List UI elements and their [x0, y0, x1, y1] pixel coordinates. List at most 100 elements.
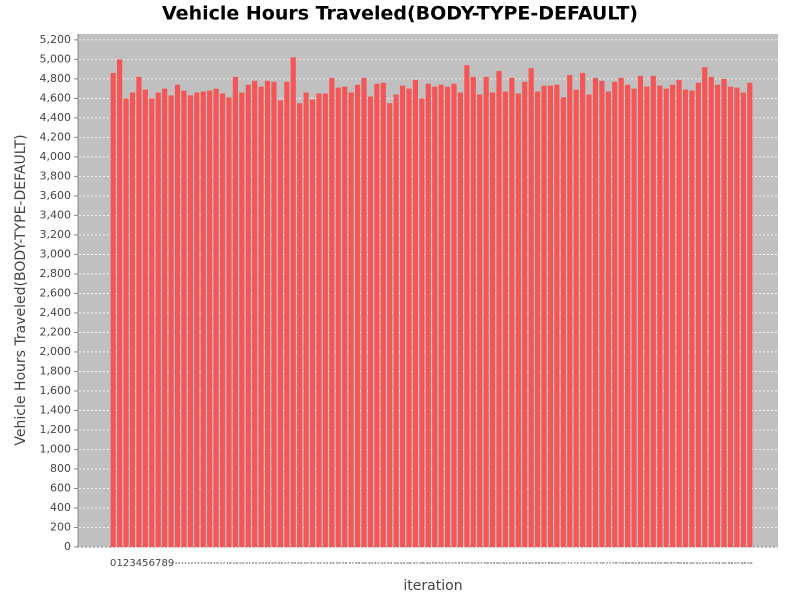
- bar: [618, 77, 624, 548]
- x-tick-label: 50: [432, 561, 438, 565]
- x-tick-label: 37: [348, 561, 354, 565]
- bar: [650, 75, 656, 548]
- bar: [174, 84, 181, 547]
- x-tick-label: 70: [560, 561, 566, 565]
- bar: [445, 86, 451, 547]
- x-tick-label: 13: [194, 561, 200, 565]
- x-tick-label: 45: [400, 561, 406, 565]
- bar: [277, 100, 283, 547]
- x-tick-label: 34: [329, 561, 335, 565]
- x-tick-label: 9: [168, 558, 174, 569]
- y-tick-label: 400: [50, 501, 71, 514]
- bar: [612, 81, 618, 547]
- bar: [535, 91, 541, 548]
- bar: [187, 95, 193, 547]
- x-tick-label: 61: [503, 561, 509, 565]
- x-tick-label: 6: [149, 558, 155, 569]
- x-tick-label: 63: [515, 561, 521, 565]
- x-tick-label: 52: [445, 561, 451, 565]
- y-tick-label: 3,600: [40, 189, 72, 202]
- bar: [477, 94, 483, 547]
- bar: [502, 91, 509, 548]
- x-tick-label: 86: [663, 561, 669, 565]
- y-tick-label: 4,800: [40, 72, 72, 85]
- bar: [625, 84, 631, 547]
- x-tick-label: 60: [496, 561, 502, 565]
- x-tick-label: 24: [265, 561, 271, 565]
- x-tick-label: 87: [670, 561, 676, 565]
- bar: [682, 89, 689, 548]
- bar: [129, 92, 136, 547]
- x-tick-label: 49: [425, 561, 431, 565]
- x-tick-label: 35: [335, 561, 341, 565]
- bar: [451, 83, 457, 548]
- bar: [162, 88, 168, 547]
- bar: [136, 76, 142, 548]
- bar: [258, 86, 264, 547]
- y-tick-label: 1,200: [40, 423, 72, 436]
- x-tick-label: 64: [522, 561, 528, 565]
- x-tick-label: 96: [728, 561, 734, 565]
- bar: [727, 86, 734, 547]
- x-tick-label: 3: [129, 558, 135, 569]
- bar: [689, 90, 695, 548]
- bar: [380, 82, 386, 548]
- bar: [599, 80, 605, 547]
- bar: [605, 91, 611, 548]
- x-tick-label: 62: [509, 561, 515, 565]
- bar: [271, 81, 277, 547]
- x-tick-label: 41: [374, 561, 380, 565]
- x-tick-label: 26: [278, 561, 284, 565]
- y-tick-label: 3,800: [40, 169, 72, 182]
- x-tick-label: 84: [650, 561, 656, 565]
- bar: [374, 83, 380, 548]
- y-tick-label: 600: [50, 481, 71, 494]
- y-tick-label: 5,000: [40, 52, 72, 65]
- y-tick-label: 3,200: [40, 228, 72, 241]
- bar: [528, 68, 534, 547]
- bar: [399, 85, 406, 547]
- bar: [586, 94, 592, 547]
- x-tick-label: 93: [708, 561, 714, 565]
- y-tick-label: 4,600: [40, 91, 72, 104]
- x-tick-label: 27: [284, 561, 290, 565]
- x-tick-label: 11: [181, 561, 187, 565]
- x-tick-label: 8: [161, 558, 167, 569]
- bar: [457, 92, 464, 547]
- bar: [110, 73, 116, 547]
- bar: [425, 83, 431, 548]
- x-tick-label: 68: [548, 561, 554, 565]
- x-tick-label: 12: [187, 561, 193, 565]
- x-tick-label: 71: [567, 561, 573, 565]
- y-tick-label: 3,000: [40, 247, 72, 260]
- x-tick-label: 75: [593, 561, 599, 565]
- bar: [297, 103, 303, 548]
- bar: [560, 97, 566, 547]
- y-tick-label: 1,000: [40, 442, 72, 455]
- bar: [509, 77, 515, 548]
- y-tick-label: 2,200: [40, 325, 72, 338]
- bar: [226, 97, 232, 547]
- x-tick-label: 42: [380, 561, 386, 565]
- x-tick-label: 79: [618, 561, 624, 565]
- x-tick-label: 48: [419, 561, 425, 565]
- x-tick-label: 25: [271, 561, 277, 565]
- x-tick-label: 7: [155, 558, 161, 569]
- bar: [567, 74, 573, 547]
- x-tick-label: 92: [702, 561, 708, 565]
- x-tick-label: 1: [116, 558, 122, 569]
- y-tick-label: 4,400: [40, 111, 72, 124]
- bar: [406, 88, 412, 547]
- x-tick-label: 38: [355, 561, 361, 565]
- y-tick-label: 4,200: [40, 130, 72, 143]
- bar: [213, 88, 219, 547]
- x-tick-label: 15: [207, 561, 213, 565]
- x-tick-label: 18: [226, 561, 232, 565]
- x-tick-label: 40: [368, 561, 374, 565]
- y-tick-label: 0: [64, 540, 71, 553]
- y-tick-label: 2,400: [40, 306, 72, 319]
- x-tick-label: 33: [323, 561, 329, 565]
- bar: [721, 78, 727, 547]
- bar: [702, 67, 708, 547]
- x-tick-label: 77: [605, 561, 611, 565]
